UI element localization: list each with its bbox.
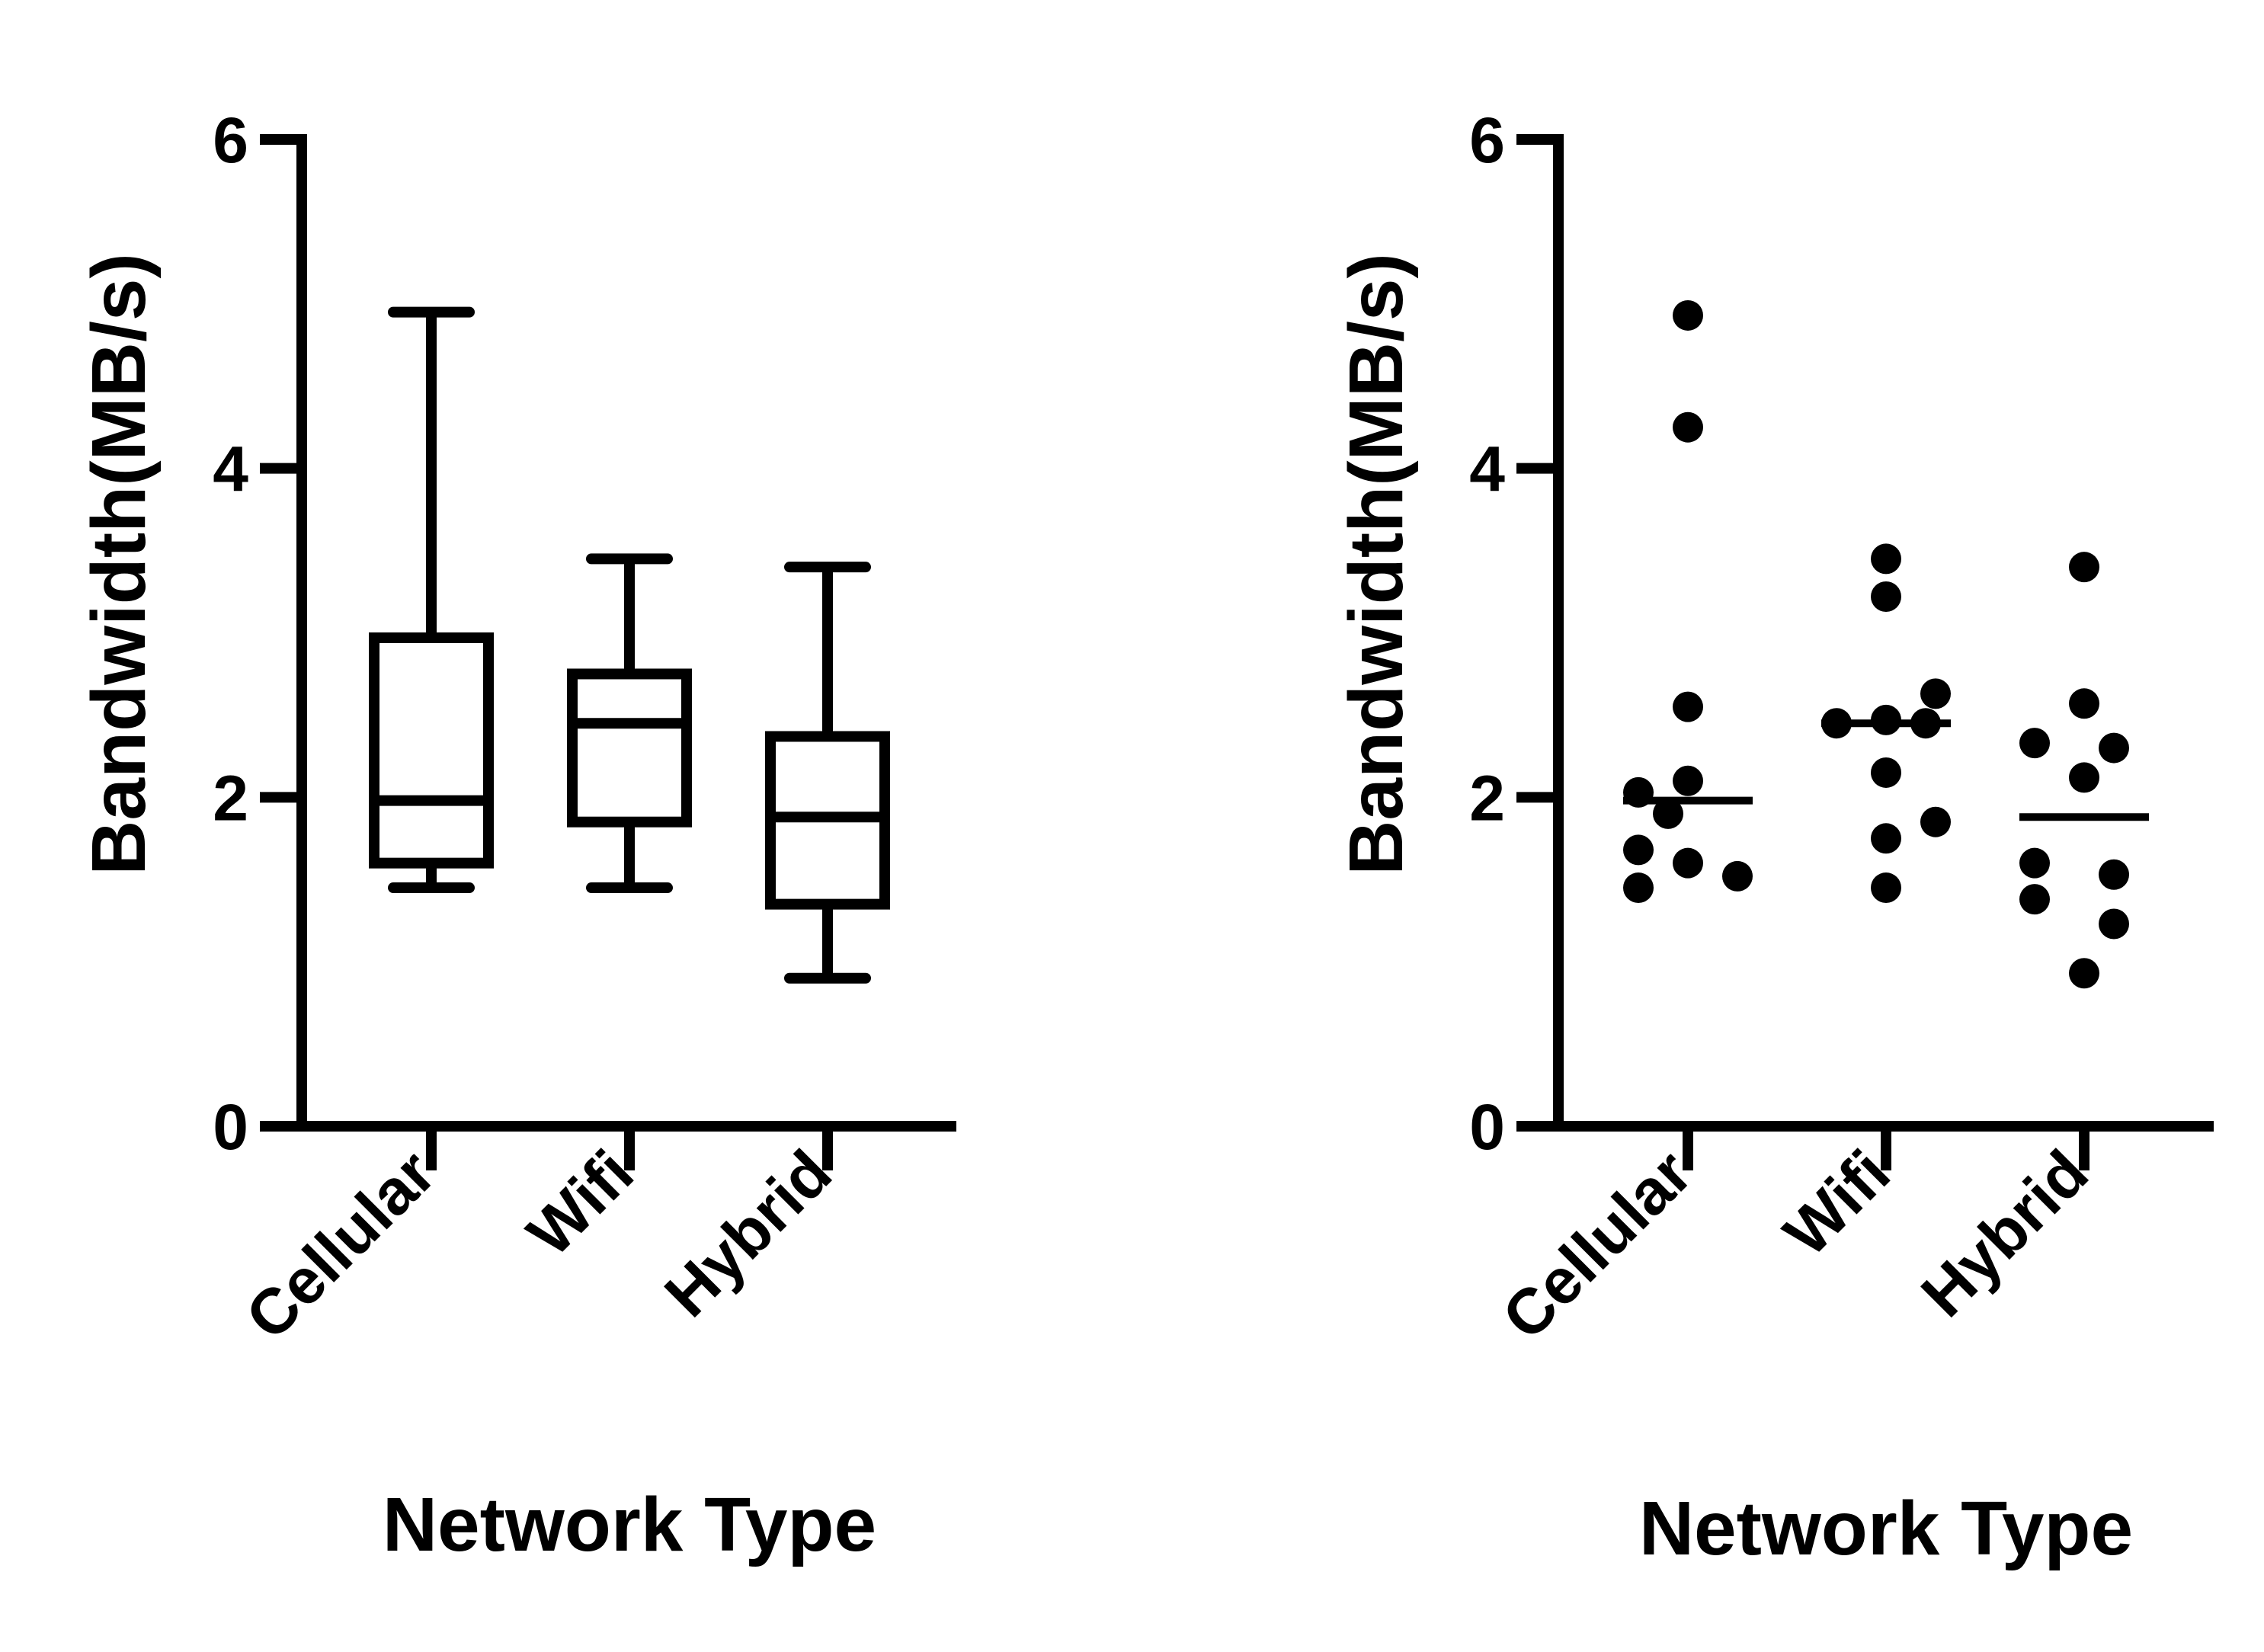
data-point bbox=[2019, 884, 2050, 915]
y-tick-label: 4 bbox=[1469, 434, 1505, 505]
data-point bbox=[1871, 872, 1901, 904]
data-point bbox=[2069, 688, 2099, 719]
x-category-label: Hybrid bbox=[1907, 1136, 2102, 1330]
iqr-box bbox=[567, 668, 692, 828]
data-point bbox=[1673, 847, 1703, 879]
data-point bbox=[2069, 762, 2099, 793]
data-point bbox=[1623, 872, 1654, 904]
x-category-label: Cellular bbox=[232, 1136, 448, 1353]
x-axis-title: Network Type bbox=[1639, 1486, 2133, 1571]
data-point bbox=[1673, 765, 1703, 796]
box-wifi bbox=[567, 553, 692, 894]
group-cellular bbox=[1623, 299, 1753, 904]
y-axis-title: Bandwidth(MB/s) bbox=[76, 253, 162, 876]
y-tick-label: 2 bbox=[1469, 762, 1505, 834]
group-hybrid bbox=[2019, 552, 2149, 989]
y-tick-label: 2 bbox=[213, 762, 248, 834]
data-point bbox=[1673, 299, 1703, 331]
data-point bbox=[1673, 691, 1703, 722]
data-point bbox=[2099, 908, 2129, 940]
y-tick-label: 0 bbox=[213, 1091, 248, 1163]
box-hybrid bbox=[765, 562, 890, 984]
x-axis-title: Network Type bbox=[383, 1482, 876, 1567]
data-point bbox=[1871, 543, 1901, 575]
data-point bbox=[1722, 860, 1753, 892]
data-point bbox=[1673, 411, 1703, 443]
data-point bbox=[1623, 834, 1654, 866]
group-wifi bbox=[1821, 543, 1951, 904]
data-point bbox=[2069, 552, 2099, 583]
data-point bbox=[2069, 958, 2099, 989]
x-category-label: Cellular bbox=[1488, 1136, 1705, 1353]
y-axis-title: Bandwidth(MB/s) bbox=[1334, 253, 1419, 876]
y-tick-label: 6 bbox=[213, 104, 248, 176]
data-point bbox=[1920, 806, 1951, 837]
y-tick-label: 4 bbox=[213, 434, 248, 505]
box-cellular bbox=[369, 306, 494, 894]
data-point bbox=[2099, 859, 2129, 890]
data-point bbox=[1871, 823, 1901, 854]
data-point bbox=[2019, 847, 2050, 879]
data-point bbox=[2099, 732, 2129, 764]
data-point bbox=[1653, 798, 1683, 829]
data-point bbox=[1920, 678, 1951, 709]
y-tick-label: 0 bbox=[1469, 1091, 1505, 1163]
data-point bbox=[1871, 757, 1901, 788]
x-category-label: Hybrid bbox=[651, 1136, 845, 1330]
iqr-box bbox=[369, 632, 494, 869]
data-point bbox=[2019, 728, 2050, 759]
y-tick-label: 6 bbox=[1469, 104, 1505, 176]
data-point bbox=[1871, 581, 1901, 613]
